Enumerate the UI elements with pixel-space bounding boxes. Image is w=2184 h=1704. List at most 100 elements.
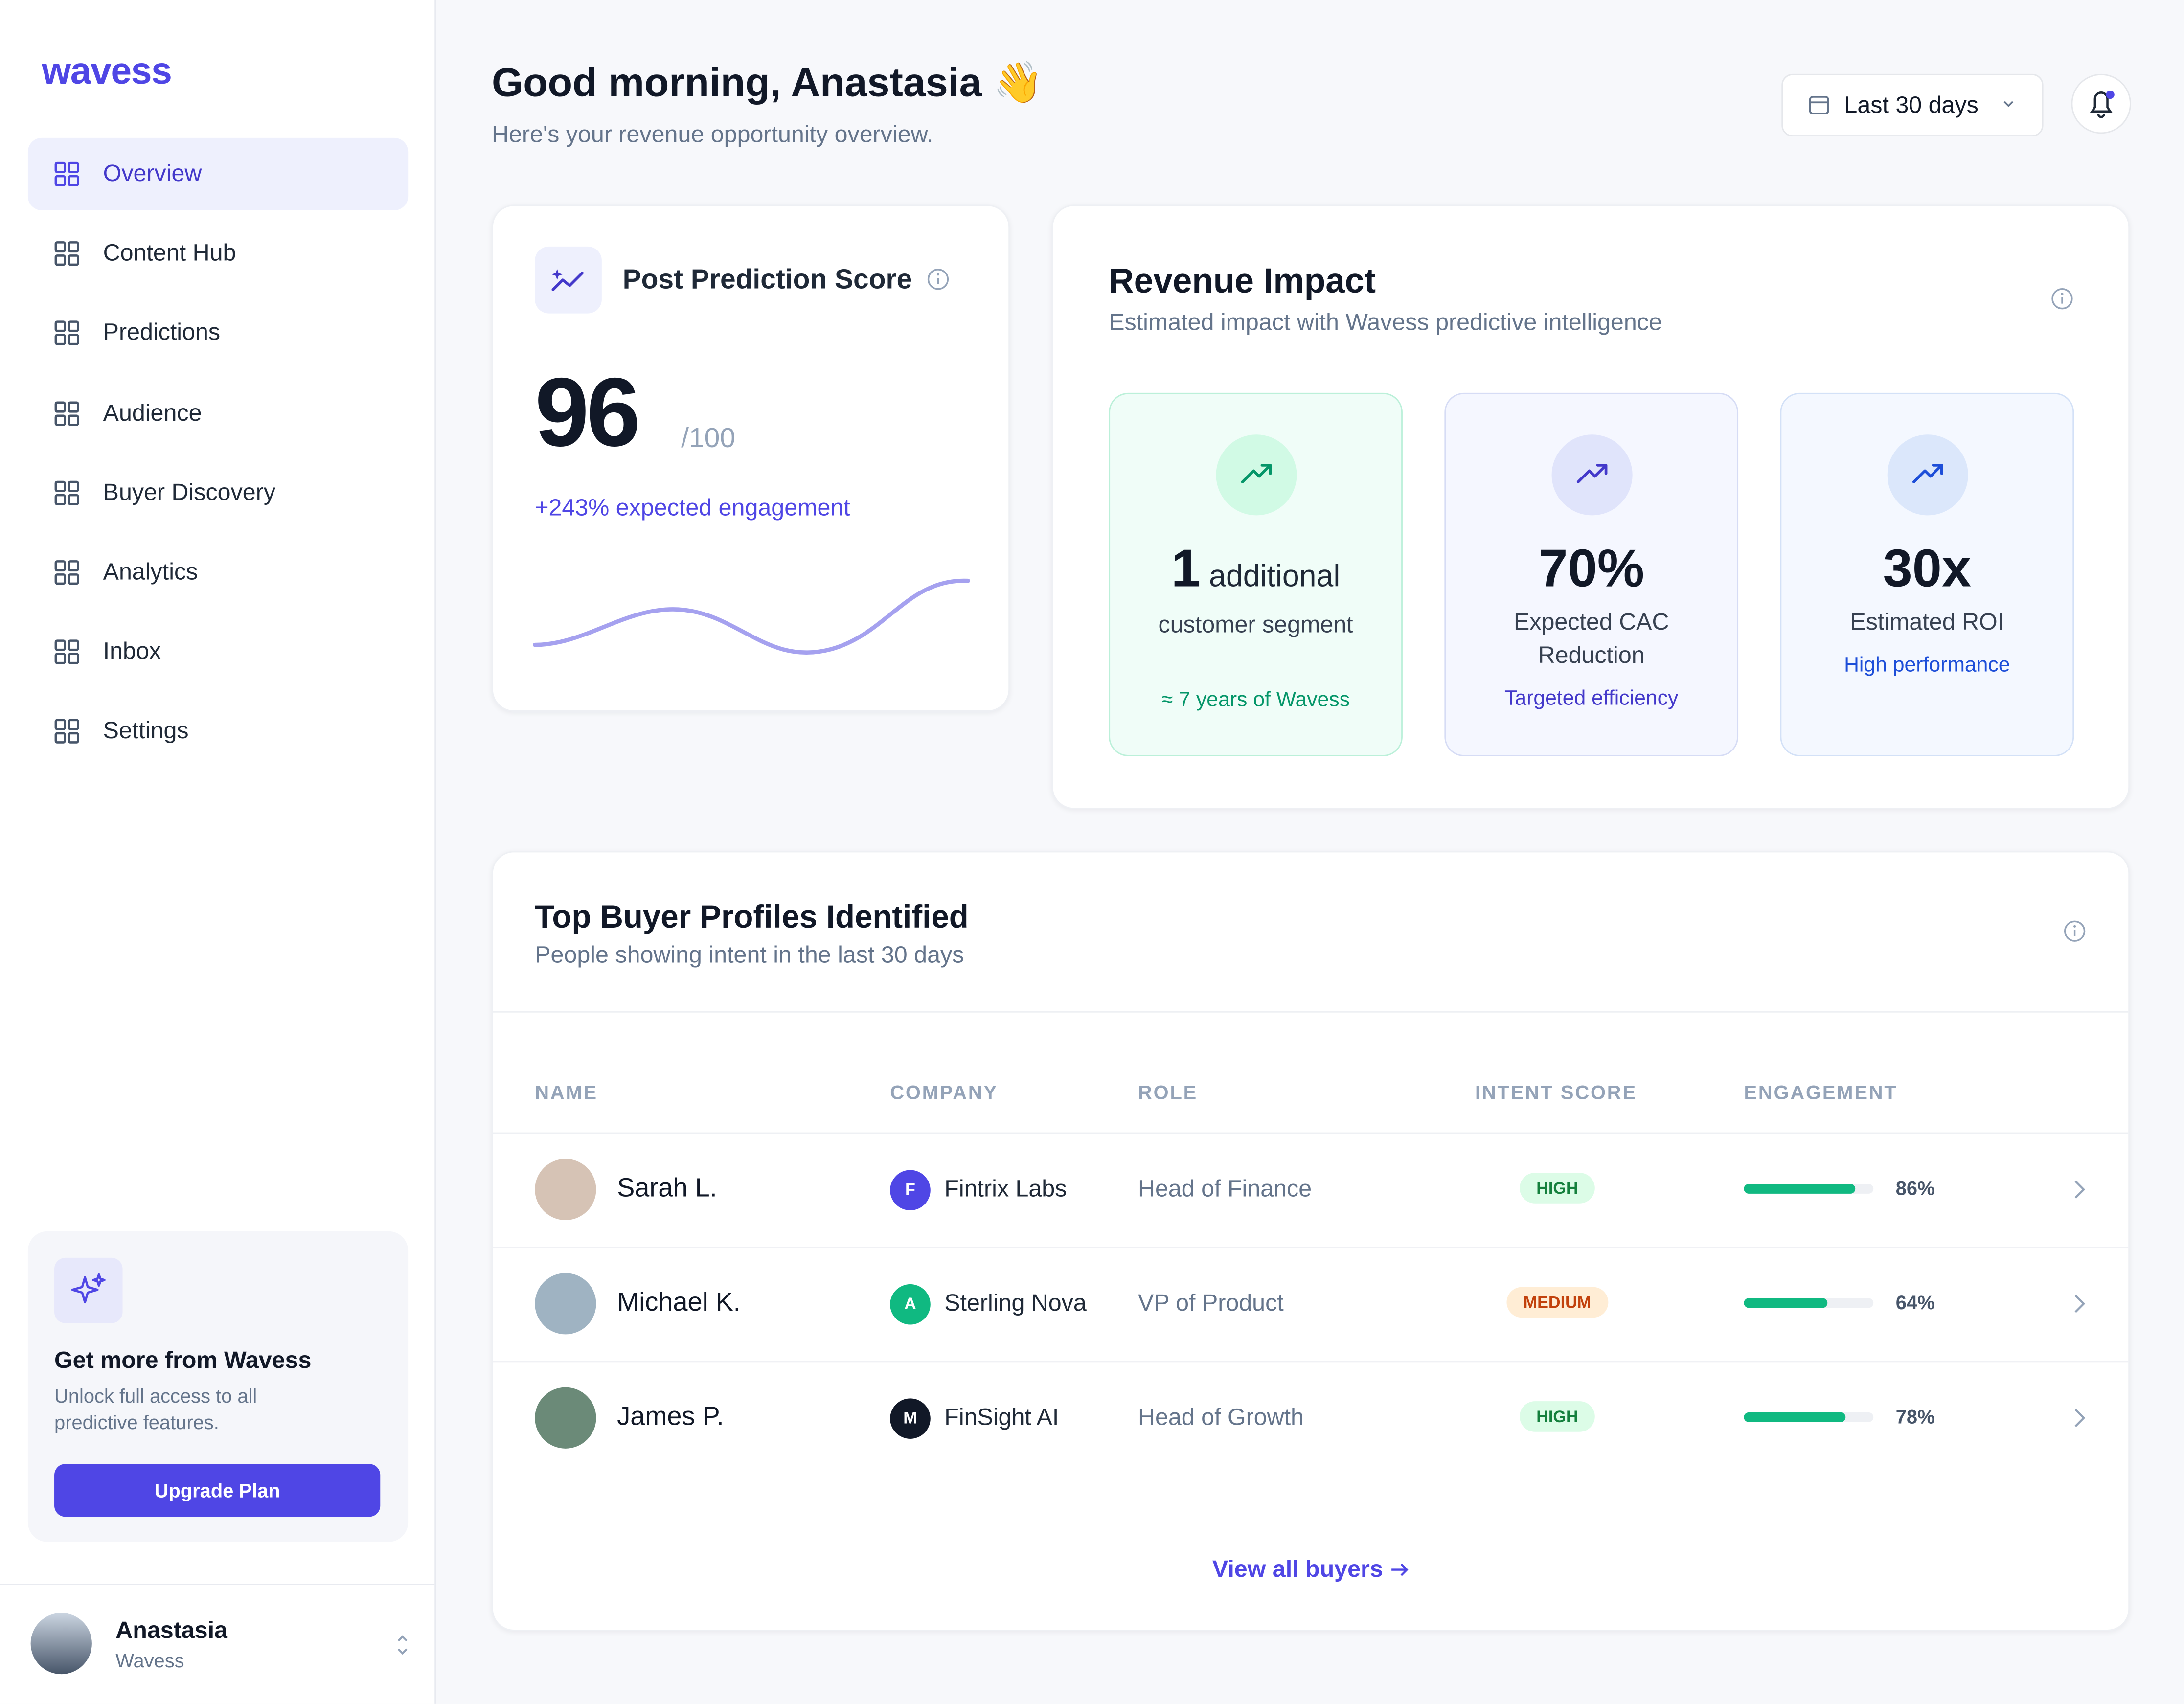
metric-note: High performance	[1844, 653, 2010, 677]
nav-label: Inbox	[103, 638, 161, 665]
date-range: Last 30 days	[1844, 91, 1979, 118]
nav-item[interactable]: Content Hub	[28, 218, 408, 290]
buyer-row[interactable]: James P. M FinSight AI Head of Growth HIGH 78…	[493, 1362, 2128, 1476]
buyers-subtitle: People showing intent in the last 30 day…	[535, 941, 964, 968]
nav-item[interactable]: Inbox	[28, 616, 408, 688]
buyer-name: James P.	[617, 1403, 724, 1432]
nav-icon	[53, 319, 81, 347]
company-badge: F	[890, 1170, 931, 1211]
nav-label: Audience	[103, 399, 202, 426]
buyers-card: Top Buyer Profiles Identified People sho…	[491, 851, 2130, 1631]
metric-icon	[1551, 434, 1633, 516]
metric-value: 1	[1171, 540, 1201, 599]
company-badge: A	[890, 1284, 931, 1325]
nav-icon	[53, 399, 81, 427]
nav-label: Analytics	[103, 558, 198, 585]
buyer-name: Michael K.	[617, 1289, 741, 1318]
metric-value: 70%	[1538, 540, 1644, 599]
revenue-card: Revenue Impact Estimated impact with Wav…	[1051, 204, 2130, 810]
date-picker[interactable]: Last 30 days	[1781, 73, 2044, 137]
intent-pill: HIGH	[1520, 1173, 1595, 1204]
row-chevron[interactable]	[2072, 1180, 2086, 1199]
nav-item[interactable]: Predictions	[28, 297, 408, 370]
row-chevron[interactable]	[2072, 1409, 2086, 1428]
column-header: COMPANY	[890, 1081, 998, 1103]
revenue-subtitle: Estimated impact with Wavess predictive …	[1109, 309, 1662, 336]
role: VP of Product	[1138, 1290, 1284, 1317]
view-all-link[interactable]: View all buyers	[493, 1556, 2128, 1584]
buyer-row[interactable]: Michael K. A Sterling Nova VP of Product MED…	[493, 1247, 2129, 1363]
intent-pill: MEDIUM	[1506, 1287, 1608, 1318]
upgrade-card: Get more from Wavess Unlock full access …	[27, 1231, 409, 1542]
metric-label: customer segment	[1158, 611, 1353, 638]
nav-label: Content Hub	[103, 240, 236, 267]
divider	[493, 1011, 2129, 1013]
view-all-text[interactable]: View all buyers	[1212, 1556, 1383, 1583]
user-avatar[interactable]	[30, 1613, 92, 1675]
metric-label: Estimated ROI	[1850, 609, 2004, 636]
user-org: Wavess	[115, 1649, 184, 1672]
notifications[interactable]	[2071, 73, 2131, 134]
nav-item[interactable]: Settings	[28, 696, 408, 768]
metric-icon	[1887, 434, 1968, 516]
metric-card: 1 additional customer segment ≈ 7 years of …	[1109, 392, 1403, 756]
user-menu-chevron[interactable]	[394, 1633, 411, 1658]
buyer-avatar	[535, 1387, 596, 1449]
company-badge: M	[890, 1399, 931, 1440]
nav-icon	[53, 160, 81, 188]
revenue-title: Revenue Impact	[1109, 262, 1376, 301]
engagement-label: 64%	[1895, 1291, 1935, 1314]
nav-label: Settings	[103, 718, 189, 745]
role: Head of Growth	[1138, 1404, 1304, 1431]
user-name: Anastasia	[115, 1617, 228, 1644]
role: Head of Finance	[1138, 1175, 1312, 1202]
divider	[0, 1584, 435, 1585]
divider	[493, 1132, 2129, 1134]
buyer-name: Sarah L.	[617, 1174, 717, 1204]
nav-icon	[53, 479, 81, 507]
info-icon[interactable]	[2050, 287, 2074, 310]
nav-icon	[53, 559, 81, 587]
metric-value-line: 30x	[1781, 541, 2072, 600]
row-chevron[interactable]	[2072, 1294, 2086, 1314]
nav-label: Overview	[103, 160, 202, 187]
score: 96	[535, 358, 640, 467]
engagement-bar	[1744, 1183, 1856, 1194]
score-card: Post Prediction Score 96 /100 +243% expe…	[491, 204, 1010, 712]
buyer-row[interactable]: Sarah L. F Fintrix Labs Head of Finance HIGH…	[493, 1133, 2129, 1248]
sparkle-icon	[54, 1257, 123, 1323]
column-header: ENGAGEMENT	[1744, 1081, 1898, 1103]
metric-icon	[1216, 434, 1297, 516]
company-name: Sterling Nova	[944, 1290, 1087, 1317]
metric-value-line: 70%	[1446, 541, 1737, 600]
column-header: NAME	[535, 1081, 598, 1103]
sidebar: wavess Overview Content Hub Predictions Aud…	[0, 0, 436, 1704]
nav-item[interactable]: Audience	[28, 377, 408, 449]
logo[interactable]: wavess	[42, 50, 172, 92]
metric-card: 30x Estimated ROI High performance	[1780, 392, 2074, 756]
info-icon[interactable]	[2063, 919, 2086, 943]
info-icon[interactable]	[926, 268, 950, 291]
nav-item[interactable]: Buyer Discovery	[28, 456, 408, 529]
buyers-title: Top Buyer Profiles Identified	[535, 898, 969, 935]
greeting-subtitle: Here's your revenue opportunity overview…	[491, 121, 933, 148]
score-max: /100	[681, 423, 736, 454]
score-title: Post Prediction Score	[622, 264, 912, 295]
metric-note: Targeted efficiency	[1504, 686, 1679, 710]
score-delta: +243% expected engagement	[535, 494, 850, 521]
metric-label: Expected CAC Reduction	[1513, 609, 1669, 669]
company-name: Fintrix Labs	[944, 1175, 1067, 1202]
nav-label: Buyer Discovery	[103, 478, 276, 505]
upgrade-button[interactable]: Upgrade Plan	[54, 1464, 381, 1517]
nav-item[interactable]: Analytics	[28, 536, 408, 609]
metric-card: 70% Expected CAC Reduction Targeted effici…	[1444, 392, 1739, 756]
upgrade-title: Get more from Wavess	[54, 1347, 312, 1374]
engagement-bar	[1744, 1298, 1827, 1308]
nav-item[interactable]: Overview	[27, 137, 409, 210]
metric-value: 30x	[1883, 540, 1972, 599]
sparkline	[532, 578, 970, 655]
nav-icon	[53, 240, 81, 268]
